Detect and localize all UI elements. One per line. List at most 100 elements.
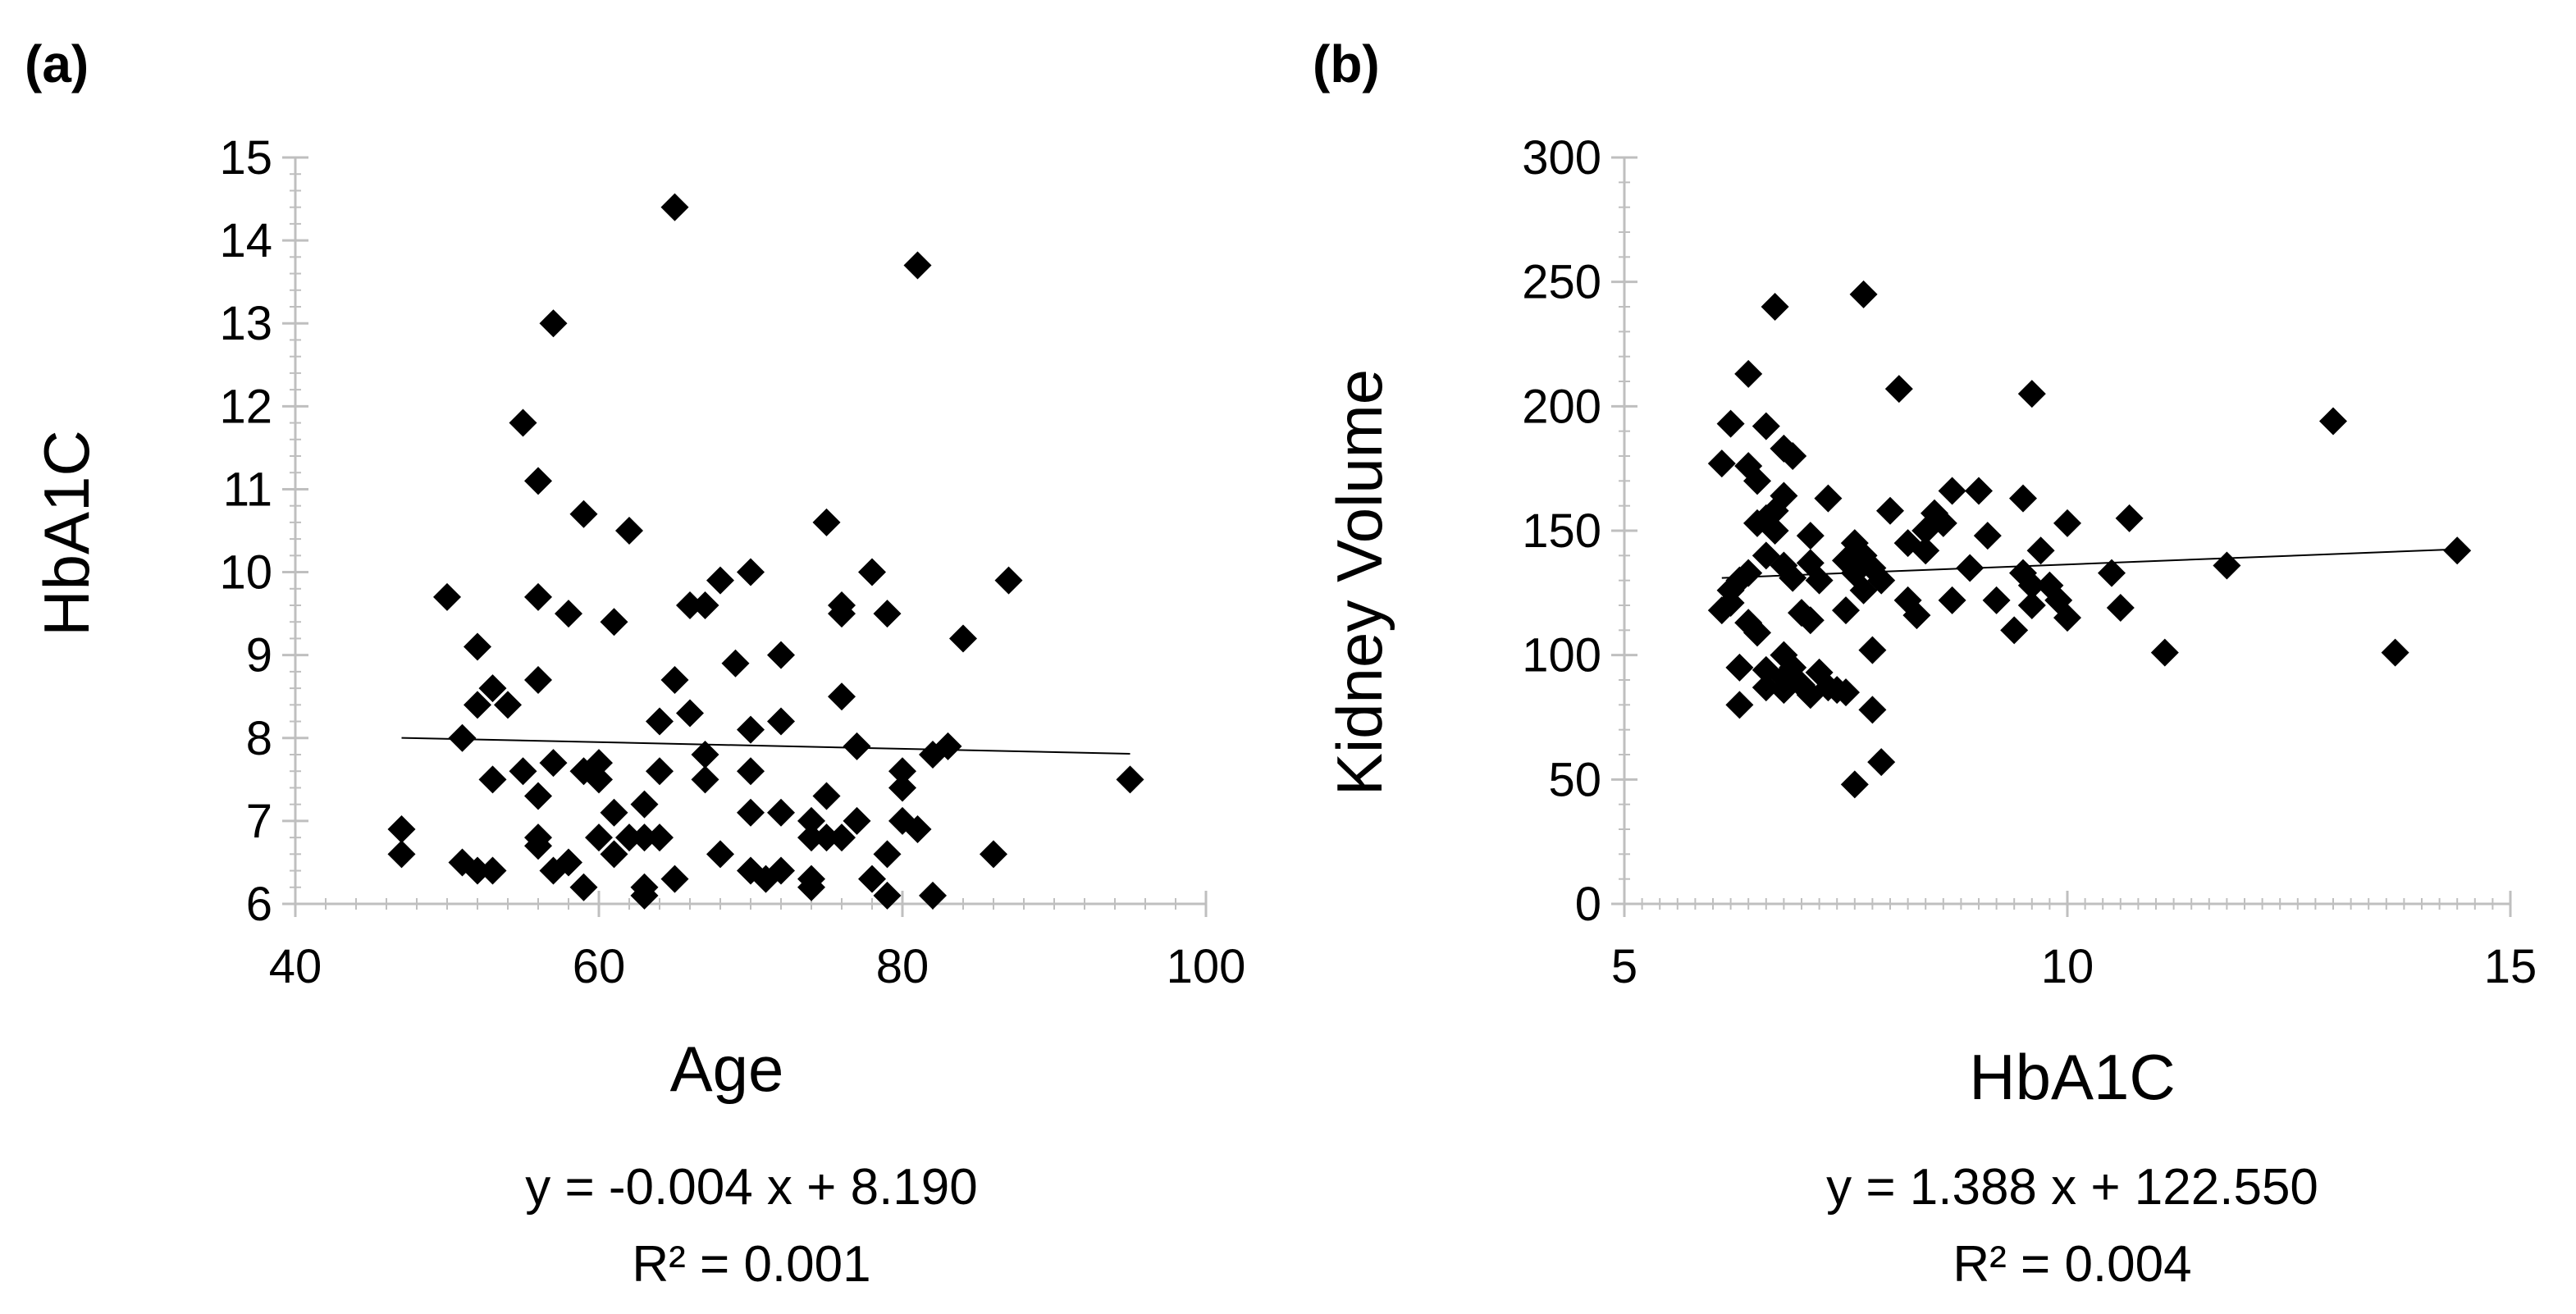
- panel-a-data-point: [569, 873, 598, 901]
- panel-b-data-point: [1858, 636, 1887, 664]
- panel-b-equation: y = 1.388 x + 122.550: [1826, 1159, 2318, 1216]
- panel-a-y-tick-label: 9: [246, 629, 272, 682]
- panel-b-data-point: [1956, 554, 1985, 582]
- panel-a-data-point: [858, 558, 886, 586]
- panel-b-y-tick-label: 50: [1548, 753, 1601, 806]
- panel-b-data-point: [2017, 571, 2046, 600]
- panel-a-y-tick-label: 8: [246, 712, 272, 765]
- panel-b-data-point: [1761, 517, 1789, 545]
- panel-a-data-point: [767, 798, 795, 827]
- panel-a-data-point: [660, 666, 689, 694]
- panel-a-data-point: [737, 798, 765, 827]
- panel-a-x-tick-label: 100: [1167, 940, 1246, 993]
- panel-a-data-point: [767, 707, 795, 736]
- panel-a-data-point: [691, 591, 719, 619]
- panel-a-data-point: [797, 824, 825, 852]
- panel-b-data-point: [1982, 586, 2011, 614]
- panel-a-data-point: [433, 582, 461, 611]
- panel-a-data-point: [706, 566, 734, 595]
- panel-b-data-point: [1743, 467, 1771, 495]
- panel-a-data-point: [630, 881, 659, 910]
- panel-a-data-point: [949, 624, 977, 653]
- panel-a-data-point: [737, 757, 765, 786]
- panel-b-data-point: [2053, 509, 2081, 537]
- panel-a-data-point: [828, 682, 856, 711]
- panel-a-data-point: [1116, 765, 1144, 794]
- panel-b-data-point: [2115, 504, 2144, 532]
- panel-a-x-tick-label: 80: [876, 940, 929, 993]
- panel-a-data-point: [873, 881, 902, 910]
- panel-a-data-point: [464, 691, 491, 719]
- panel-a-data-point: [387, 840, 416, 869]
- panel-a-data-point: [585, 765, 613, 794]
- panel-a-data-point: [828, 600, 856, 628]
- panel-a-data-point: [464, 856, 491, 885]
- panel-b-data-point: [1867, 748, 1896, 777]
- panel-a-data-point: [524, 582, 552, 611]
- panel-a-data-point: [767, 641, 795, 669]
- panel-b-data-point: [1734, 359, 1763, 388]
- panel-b-data-point: [1814, 484, 1843, 513]
- panel-b-data-point: [1973, 522, 2002, 550]
- chart-panel-b: (b) 0 50 100 150 200 250 300 5 10 15 HbA1C Kidney…: [1313, 34, 2537, 1293]
- panel-b-y-tick-label: 250: [1522, 256, 1601, 309]
- panel-b-data-point: [1867, 566, 1896, 595]
- panel-a-data-point: [478, 765, 507, 794]
- panel-a-data-point: [843, 732, 871, 760]
- panel-b-data-point: [1779, 442, 1807, 470]
- panel-a-y-tick-label: 10: [219, 546, 272, 600]
- panel-b-data-point: [1796, 606, 1825, 635]
- panel-b-data-point: [1965, 477, 1993, 505]
- panel-b-data-point: [1796, 522, 1825, 550]
- panel-a-data-point: [585, 749, 613, 778]
- panel-b-r-squared: R² = 0.004: [1953, 1236, 2191, 1293]
- panel-a-data-point: [812, 508, 841, 536]
- panel-a-data-point: [524, 467, 552, 495]
- panel-b-data-point: [1779, 563, 1807, 592]
- panel-b-y-tick-label: 200: [1522, 380, 1601, 433]
- panel-a-points: [387, 193, 1144, 910]
- panel-a-data-point: [812, 782, 841, 810]
- panel-b-y-tick-label: 100: [1522, 629, 1601, 682]
- panel-b-y-axis-title: Kidney Volume: [1323, 369, 1395, 796]
- panel-a-data-point: [600, 798, 628, 827]
- panel-a-data-point: [660, 193, 689, 221]
- panel-a-axes: 6 7 8 9 10 11 12 13 14 15 40 60 80 100: [219, 131, 1245, 993]
- panel-a-data-point: [706, 840, 734, 869]
- panel-a-y-axis-title: HbA1C: [30, 430, 103, 636]
- panel-a-data-point: [555, 848, 582, 877]
- panel-a-trendline-group: [401, 737, 1130, 755]
- panel-a-label: (a): [25, 34, 89, 94]
- panel-a-data-point: [555, 600, 582, 628]
- panel-a-data-point: [478, 674, 507, 703]
- panel-a-data-point: [797, 806, 825, 835]
- panel-b-data-point: [2213, 551, 2241, 580]
- panel-a-data-point: [646, 707, 674, 736]
- panel-a-data-point: [646, 824, 674, 852]
- panel-a-data-point: [858, 865, 886, 893]
- panel-b-data-point: [1876, 496, 1904, 525]
- panel-a-data-point: [903, 815, 932, 843]
- panel-b-trendline-group: [1721, 548, 2458, 579]
- panel-b-data-point: [1902, 601, 1931, 630]
- panel-a-data-point: [843, 806, 871, 835]
- panel-a-data-point: [509, 757, 537, 786]
- panel-b-data-point: [2381, 638, 2409, 667]
- panel-a-data-point: [387, 815, 416, 843]
- panel-b-axes: 0 50 100 150 200 250 300 5 10 15: [1522, 131, 2537, 993]
- panel-a-y-tick-label: 6: [246, 878, 272, 931]
- panel-a-data-point: [934, 732, 962, 760]
- panel-a-data-point: [676, 699, 704, 728]
- panel-b-data-point: [1761, 293, 1789, 321]
- panel-a-data-point: [539, 309, 568, 338]
- panel-a-x-tick-label: 40: [269, 940, 322, 993]
- panel-a-data-point: [524, 832, 552, 860]
- panel-b-data-point: [2106, 594, 2135, 623]
- panel-b-data-point: [2009, 484, 2037, 513]
- panel-a-data-point: [478, 856, 507, 885]
- panel-b-data-point: [2319, 407, 2347, 436]
- panel-a-y-tick-label: 14: [219, 214, 272, 267]
- panel-a-data-point: [903, 251, 932, 280]
- panel-a-data-point: [767, 856, 795, 885]
- panel-a-data-point: [585, 824, 613, 852]
